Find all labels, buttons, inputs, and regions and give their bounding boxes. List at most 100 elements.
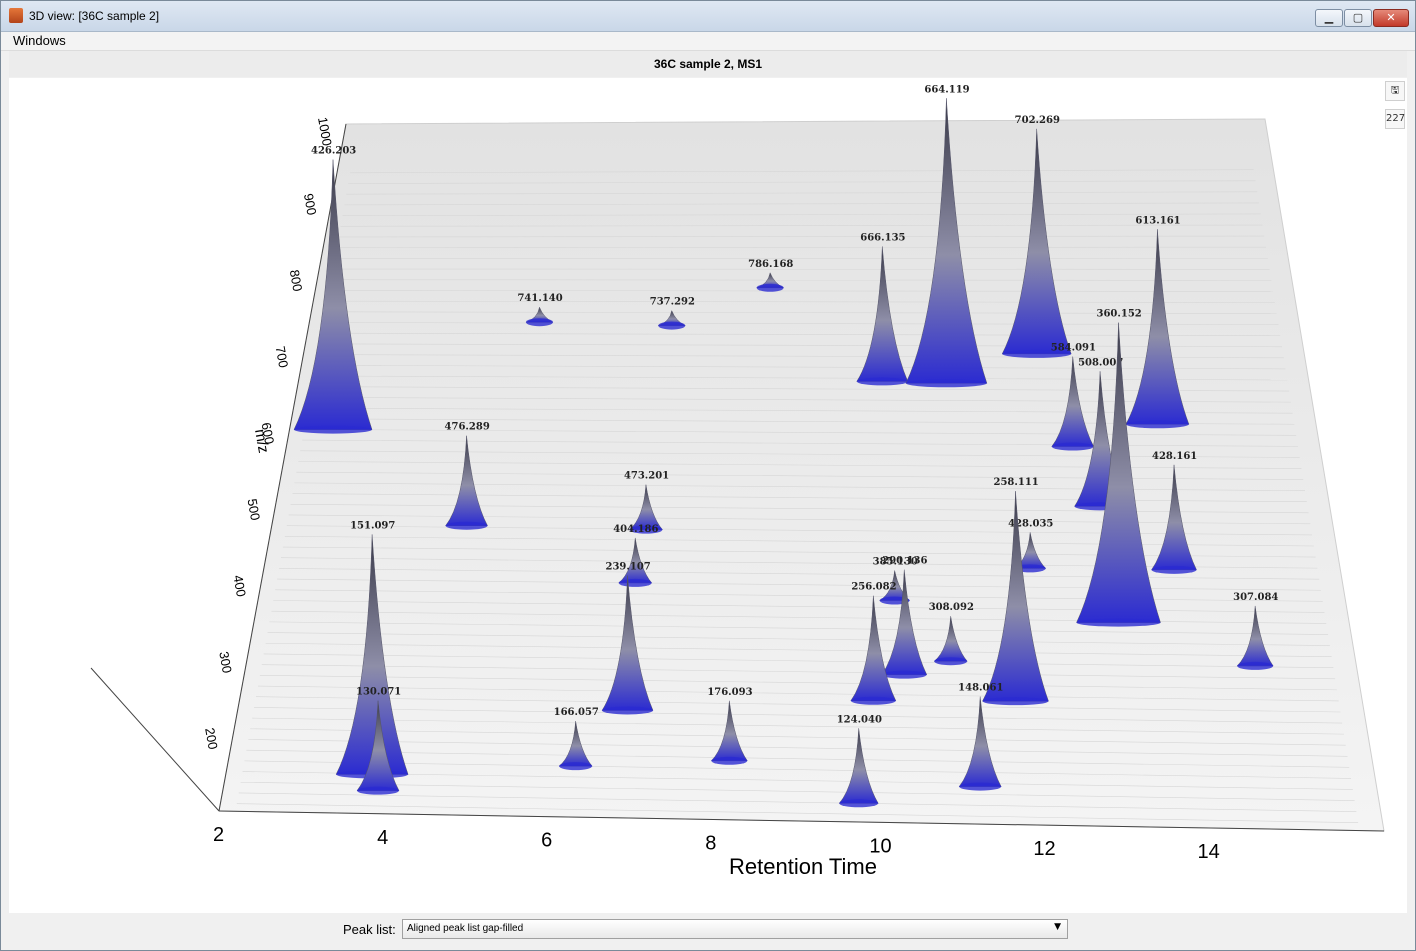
peak-base: [756, 283, 784, 292]
peak-label: 404.186: [613, 524, 658, 535]
peak-list-select[interactable]: Aligned peak list gap-filled ▼: [402, 919, 1068, 939]
surface-streak: [240, 781, 1355, 801]
peak-shape: [1051, 356, 1095, 447]
peak[interactable]: 786.168: [748, 259, 793, 292]
surface-streak: [250, 728, 1346, 746]
peak[interactable]: 176.093: [707, 687, 753, 765]
y-axis-label: m/z: [251, 428, 272, 455]
y-tick-label: 500: [244, 498, 263, 522]
peak-label: 385.130: [873, 557, 918, 568]
peak[interactable]: 360.152: [1076, 309, 1161, 627]
surface-streak: [304, 429, 1297, 436]
minimize-button[interactable]: ▁: [1315, 9, 1343, 27]
peak-base: [839, 799, 879, 808]
close-icon: ✕: [1386, 11, 1396, 24]
peak-base: [905, 379, 987, 388]
peak[interactable]: 308.092: [929, 602, 974, 666]
peak-base: [294, 425, 373, 434]
peak[interactable]: 584.091: [1051, 343, 1096, 451]
peak[interactable]: 741.140: [517, 293, 563, 327]
annotation-toggle-button[interactable]: 227: [1385, 109, 1405, 129]
peak-base: [559, 762, 593, 771]
peak-base: [1002, 349, 1072, 358]
peak[interactable]: 702.269: [1001, 115, 1072, 358]
x-tick-label: 10: [869, 835, 891, 857]
peak[interactable]: 664.119: [905, 84, 988, 388]
peak[interactable]: 473.201: [624, 471, 669, 534]
chevron-down-icon: ▼: [1054, 922, 1061, 932]
x-tick-label: 8: [705, 832, 716, 854]
surface-streak: [313, 375, 1288, 381]
surface-streak: [315, 364, 1286, 370]
surface-streak: [238, 792, 1357, 812]
peak-label: 613.161: [1135, 215, 1180, 226]
peak-label: 666.135: [860, 232, 905, 243]
peak-label: 473.201: [624, 471, 669, 482]
peak[interactable]: 476.289: [445, 422, 490, 530]
peak[interactable]: 428.161: [1151, 451, 1198, 574]
surface-streak: [255, 696, 1341, 713]
peak[interactable]: 239.107: [601, 561, 654, 715]
surface-streak: [267, 632, 1330, 646]
peak-label: 508.007: [1078, 357, 1123, 368]
label-icon: 227: [1386, 113, 1406, 124]
surface-streak: [246, 749, 1350, 768]
peak-shape: [335, 534, 409, 775]
peak-base: [959, 782, 1002, 791]
peak-base: [445, 521, 488, 530]
surface-streak: [329, 290, 1274, 292]
peak-label: 166.057: [554, 707, 599, 718]
peak[interactable]: 258.111: [982, 477, 1049, 706]
peak-label: 476.289: [445, 422, 490, 433]
peak-label: 290.136: [882, 556, 927, 567]
peak-base: [658, 321, 686, 330]
peak[interactable]: 666.135: [856, 232, 909, 386]
peak-shape: [1236, 605, 1274, 667]
peak[interactable]: 290.136: [881, 556, 928, 679]
3d-plot-canvas[interactable]: 786.168 741.140 737.292 702.269 666.135 664.1…: [9, 78, 1407, 913]
peak-label: 124.040: [837, 714, 882, 725]
peak-list-selected: Aligned peak list gap-filled: [407, 923, 524, 934]
peak-base: [1076, 618, 1161, 627]
maximize-icon: ▢: [1352, 11, 1364, 24]
peak-shape: [1125, 229, 1190, 425]
java-app-icon: [9, 8, 23, 23]
surface-streak: [307, 407, 1293, 414]
maximize-button[interactable]: ▢: [1344, 9, 1372, 27]
peak[interactable]: 613.161: [1125, 215, 1190, 429]
y-tick-label: 600: [259, 421, 278, 445]
surface-streak: [350, 169, 1254, 174]
minimize-icon: ▁: [1324, 11, 1334, 24]
close-button[interactable]: ✕: [1373, 9, 1409, 27]
peak[interactable]: 737.292: [650, 297, 695, 330]
surface-streak: [325, 311, 1277, 314]
surface-streak: [340, 224, 1263, 227]
peak[interactable]: 307.084: [1233, 592, 1278, 670]
surface-streak: [338, 235, 1265, 238]
peak-base: [982, 697, 1049, 706]
peak[interactable]: 426.203: [293, 146, 373, 434]
surface-streak: [319, 343, 1283, 348]
monitor-icon: 🖫: [1390, 85, 1400, 96]
peak[interactable]: 124.040: [837, 714, 882, 808]
peak[interactable]: 130.071: [356, 687, 401, 795]
3d-plot-svg[interactable]: 786.168 741.140 737.292 702.269 666.135 664.1…: [9, 78, 1407, 913]
reset-view-button[interactable]: 🖫: [1385, 81, 1405, 101]
menu-windows[interactable]: Windows: [13, 33, 66, 48]
y-tick-label: 700: [273, 345, 292, 369]
peak[interactable]: 166.057: [554, 707, 599, 771]
x-tick-label: 14: [1198, 841, 1220, 863]
peak-shape: [850, 595, 897, 701]
x-axis-label: Retention Time: [729, 854, 877, 879]
surface-streak: [254, 707, 1343, 724]
x-tick-label: 4: [377, 827, 388, 849]
peak[interactable]: 256.082: [850, 582, 897, 705]
peak-label: 258.111: [994, 477, 1039, 488]
surface-streak: [261, 664, 1336, 680]
peak[interactable]: 148.061: [958, 683, 1003, 791]
peak-label: 130.071: [356, 687, 401, 698]
title-bar[interactable]: 3D view: [36C sample 2] ▁ ▢ ✕: [1, 1, 1415, 32]
surface-streak: [309, 397, 1291, 403]
plot-header: 36C sample 2, MS1: [9, 51, 1407, 77]
